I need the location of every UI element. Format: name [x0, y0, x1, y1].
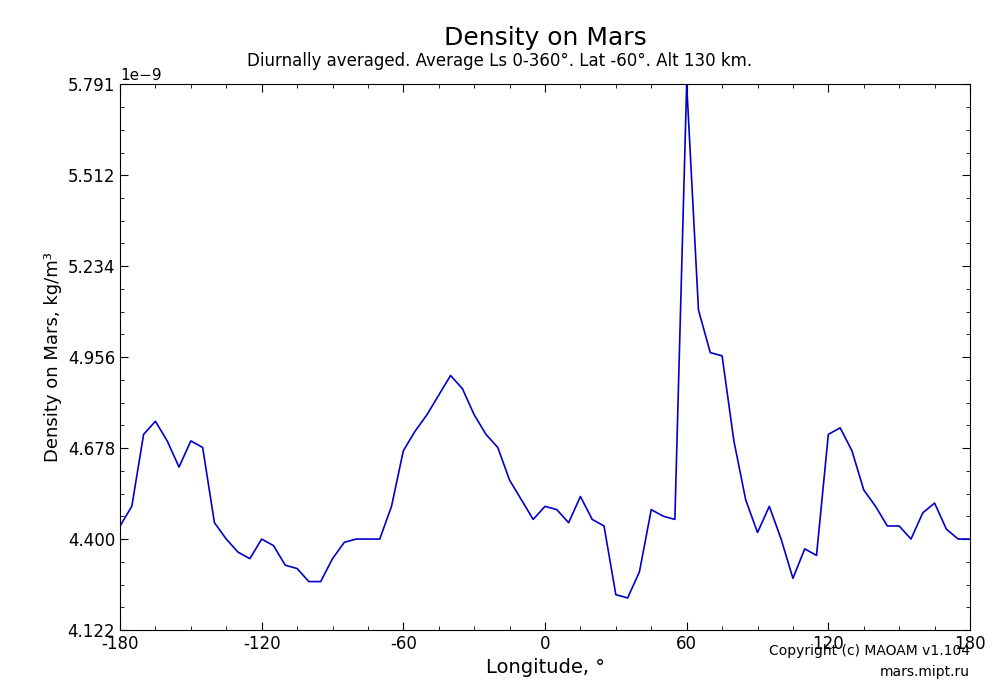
- Y-axis label: Density on Mars, kg/m³: Density on Mars, kg/m³: [44, 252, 62, 462]
- Text: Copyright (c) MAOAM v1.104
mars.mipt.ru: Copyright (c) MAOAM v1.104 mars.mipt.ru: [769, 645, 970, 679]
- Title: Density on Mars: Density on Mars: [444, 26, 646, 50]
- X-axis label: Longitude, °: Longitude, °: [486, 659, 604, 678]
- Text: 1e−9: 1e−9: [120, 68, 162, 83]
- Text: Diurnally averaged. Average Ls 0-360°. Lat -60°. Alt 130 km.: Diurnally averaged. Average Ls 0-360°. L…: [247, 52, 753, 71]
